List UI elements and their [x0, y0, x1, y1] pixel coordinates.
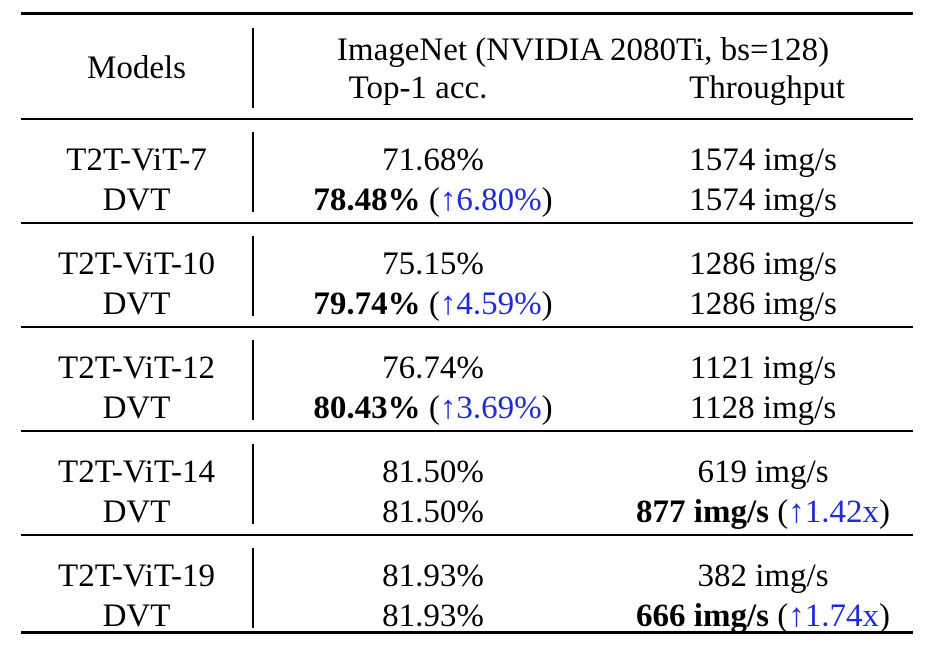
acc-gain: ↑3.69%: [439, 390, 542, 426]
dvt-name: DVT: [102, 494, 171, 530]
group-vline-1: [252, 236, 254, 316]
group-rule-1: [21, 222, 913, 224]
throughput-gain: ↑1.74x: [788, 598, 879, 634]
dvt-name: DVT: [102, 182, 171, 218]
dvt-throughput: 666 img/s (↑1.74x): [613, 596, 913, 636]
group-vline-2: [252, 340, 254, 420]
dvt-name: DVT: [102, 598, 171, 634]
paren-open: (: [428, 182, 440, 218]
dvt-throughput: 1574 img/s: [689, 182, 837, 218]
group-vline-4: [252, 548, 254, 628]
group-vline-0: [252, 132, 254, 212]
dvt-throughput: 877 img/s (↑1.42x): [613, 492, 913, 532]
model-name: T2T-ViT-12: [58, 350, 215, 386]
acc-gain: ↑4.59%: [439, 286, 542, 322]
paren-close: ): [541, 286, 553, 322]
acc-value: 71.68%: [382, 142, 484, 178]
paren-open: (: [777, 494, 789, 530]
model-name: T2T-ViT-19: [58, 558, 215, 594]
dvt-acc-value: 80.43%: [313, 390, 421, 426]
bottom-rule: [21, 631, 913, 634]
paren-close: ): [541, 182, 553, 218]
dvt-acc-value: 78.48%: [313, 182, 421, 218]
paren-close: ): [878, 494, 890, 530]
throughput-value: 382 img/s: [697, 558, 829, 594]
header-acc: Top-1 acc.: [348, 70, 488, 106]
model-name: T2T-ViT-7: [66, 142, 207, 178]
throughput-value: 1121 img/s: [689, 350, 837, 386]
group-vline-3: [252, 444, 254, 524]
group-rule-3: [21, 430, 913, 432]
paren-close: ): [541, 390, 553, 426]
throughput-value: 1286 img/s: [689, 246, 837, 282]
throughput-gain: ↑1.42x: [788, 494, 879, 530]
header-models: Models: [87, 50, 186, 86]
dvt-throughput-value: 666 img/s: [636, 598, 769, 634]
model-name: T2T-ViT-10: [58, 246, 215, 282]
dvt-name: DVT: [102, 390, 171, 426]
dvt-throughput: 1286 img/s: [689, 286, 837, 322]
dvt-throughput: 1128 img/s: [689, 390, 837, 426]
top-rule: [21, 12, 913, 15]
acc-value: 81.93%: [382, 558, 484, 594]
acc-value: 76.74%: [382, 350, 484, 386]
acc-value: 75.15%: [382, 246, 484, 282]
acc-value: 81.50%: [382, 454, 484, 490]
dvt-acc-value: 79.74%: [313, 286, 421, 322]
header-throughput: Throughput: [689, 70, 845, 106]
dvt-acc: 79.74% (↑4.59%): [253, 284, 613, 324]
dvt-throughput-value: 877 img/s: [636, 494, 769, 530]
dvt-acc: 81.93%: [382, 598, 484, 634]
throughput-value: 1574 img/s: [689, 142, 837, 178]
model-name: T2T-ViT-14: [58, 454, 215, 490]
header-dataset: ImageNet (NVIDIA 2080Ti, bs=128): [336, 32, 830, 68]
dvt-acc: 80.43% (↑3.69%): [253, 388, 613, 428]
dvt-acc: 81.50%: [382, 494, 484, 530]
header-vline: [252, 28, 254, 108]
group-rule-4: [21, 534, 913, 536]
acc-gain: ↑6.80%: [439, 182, 542, 218]
paren-open: (: [428, 390, 440, 426]
paren-open: (: [428, 286, 440, 322]
header-rule: [21, 118, 913, 120]
dvt-acc: 78.48% (↑6.80%): [253, 180, 613, 220]
paren-close: ): [878, 598, 890, 634]
group-rule-2: [21, 326, 913, 328]
throughput-value: 619 img/s: [697, 454, 829, 490]
dvt-name: DVT: [102, 286, 171, 322]
paren-open: (: [777, 598, 789, 634]
